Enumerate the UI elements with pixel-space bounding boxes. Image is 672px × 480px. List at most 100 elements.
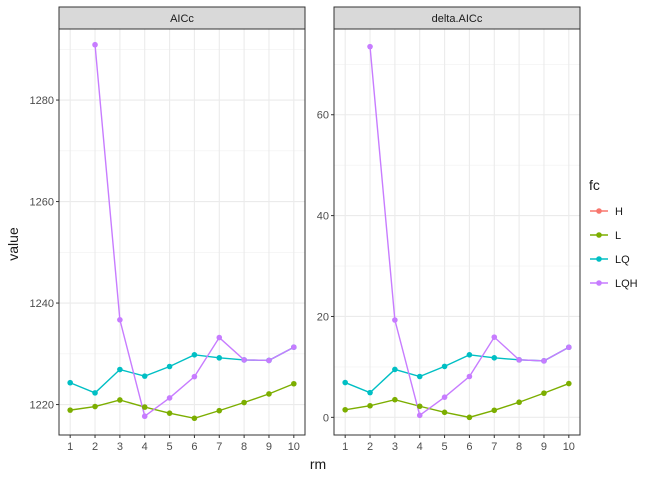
data-point-l bbox=[117, 397, 123, 403]
legend-key-point-lq bbox=[596, 256, 602, 262]
data-point-lqh bbox=[166, 395, 173, 401]
legend-label-h: H bbox=[615, 206, 623, 218]
data-point-l bbox=[266, 391, 272, 397]
data-point-lqh bbox=[241, 357, 247, 363]
y-tick-label: 1280 bbox=[30, 95, 54, 107]
data-point-lqh bbox=[466, 373, 473, 380]
x-tick-label: 4 bbox=[417, 441, 423, 453]
data-point-l bbox=[291, 380, 297, 387]
x-tick-label: 4 bbox=[142, 441, 148, 453]
data-point-lqh bbox=[541, 358, 547, 364]
facet-strip bbox=[333, 6, 581, 30]
series-line-l bbox=[70, 383, 295, 419]
legend-title: fc bbox=[589, 177, 600, 193]
data-point-lq bbox=[92, 390, 98, 396]
y-axis-title: value bbox=[5, 227, 21, 261]
data-point-l bbox=[92, 403, 98, 410]
data-point-lq bbox=[466, 352, 473, 358]
panel-aicc: AICc 1220 1240 1260 1280 1 2 3 4 5 6 7 8 9 10 bbox=[30, 6, 306, 453]
y-tick-label: 0 bbox=[323, 412, 329, 424]
legend-key-point-h bbox=[596, 208, 602, 214]
data-point-l bbox=[466, 414, 473, 421]
data-point-l bbox=[67, 407, 73, 413]
data-point-l bbox=[241, 399, 247, 406]
x-tick-label: 6 bbox=[191, 441, 197, 453]
x-tick-label: 6 bbox=[466, 441, 472, 453]
data-point-l bbox=[491, 407, 498, 414]
facet-strip-label: delta.AICc bbox=[432, 13, 483, 25]
plot-background bbox=[334, 29, 580, 435]
data-point-lq bbox=[67, 379, 73, 386]
y-tick-label: 60 bbox=[317, 110, 329, 122]
facet-strip bbox=[58, 6, 306, 30]
x-tick-label: 9 bbox=[541, 441, 547, 453]
data-point-lqh bbox=[367, 43, 373, 50]
x-tick-label: 10 bbox=[563, 441, 575, 453]
data-point-lqh bbox=[141, 413, 148, 420]
series-line-l bbox=[345, 382, 570, 419]
data-point-lq bbox=[216, 355, 223, 361]
data-point-lqh bbox=[117, 317, 123, 323]
data-point-l bbox=[392, 396, 398, 403]
data-point-lq bbox=[392, 366, 398, 373]
legend-label-l: L bbox=[615, 230, 621, 242]
x-tick-label: 7 bbox=[216, 441, 222, 453]
data-point-lq bbox=[342, 379, 348, 386]
legend: fc HL LQ LQH bbox=[589, 177, 638, 293]
x-tick-label: 10 bbox=[288, 441, 300, 453]
data-point-lq bbox=[166, 363, 173, 370]
data-point-lqh bbox=[566, 344, 572, 351]
data-point-l bbox=[516, 399, 522, 406]
x-tick-label: 1 bbox=[67, 441, 73, 453]
data-point-lq bbox=[416, 373, 423, 380]
legend-label-lqh: LQH bbox=[615, 278, 638, 290]
data-point-l bbox=[216, 407, 223, 414]
legend-key-point-l bbox=[596, 232, 602, 238]
data-point-lq bbox=[191, 352, 198, 358]
x-tick-label: 3 bbox=[117, 441, 123, 453]
y-tick-label: 1220 bbox=[30, 400, 54, 412]
x-tick-label: 2 bbox=[367, 441, 373, 453]
data-point-l bbox=[342, 406, 348, 413]
data-point-lq bbox=[141, 373, 148, 379]
data-point-l bbox=[191, 415, 198, 422]
data-point-lq bbox=[441, 363, 448, 370]
data-point-lqh bbox=[92, 41, 98, 48]
data-point-l bbox=[141, 404, 148, 410]
x-tick-label: 7 bbox=[491, 441, 497, 453]
data-point-lqh bbox=[491, 334, 498, 340]
data-point-l bbox=[367, 402, 373, 409]
y-tick-label: 1240 bbox=[30, 298, 54, 310]
data-point-lqh bbox=[291, 344, 297, 351]
y-tick-label: 20 bbox=[317, 311, 329, 323]
y-tick-label: 40 bbox=[317, 211, 329, 223]
x-tick-label: 8 bbox=[241, 441, 247, 453]
legend-key-point-lqh bbox=[596, 280, 602, 286]
x-tick-label: 9 bbox=[266, 441, 272, 453]
data-point-lqh bbox=[191, 373, 198, 380]
x-tick-label: 5 bbox=[167, 441, 173, 453]
x-tick-label: 8 bbox=[516, 441, 522, 453]
x-tick-label: 5 bbox=[442, 441, 448, 453]
data-point-lqh bbox=[416, 412, 423, 419]
x-tick-label: 2 bbox=[92, 441, 98, 453]
data-point-lqh bbox=[216, 334, 223, 341]
facet-strip-label: AICc bbox=[170, 13, 194, 25]
data-point-lqh bbox=[392, 317, 398, 323]
data-point-lq bbox=[367, 389, 373, 396]
x-tick-label: 1 bbox=[342, 441, 348, 453]
legend-label-lq: LQ bbox=[615, 254, 630, 266]
data-point-lq bbox=[491, 355, 498, 361]
data-point-l bbox=[416, 403, 423, 410]
x-tick-label: 3 bbox=[392, 441, 398, 453]
data-point-lqh bbox=[441, 394, 448, 400]
x-axis-title: rm bbox=[310, 456, 326, 472]
data-point-l bbox=[541, 390, 547, 396]
y-tick-label: 1260 bbox=[30, 197, 54, 209]
panel-delta-aicc: delta.AICc 0 20 40 60 1 2 3 4 5 6 7 8 9 10 bbox=[317, 6, 581, 453]
plot-background bbox=[59, 29, 305, 435]
data-point-lqh bbox=[266, 357, 272, 364]
data-point-l bbox=[441, 409, 448, 416]
data-point-l bbox=[566, 380, 572, 387]
